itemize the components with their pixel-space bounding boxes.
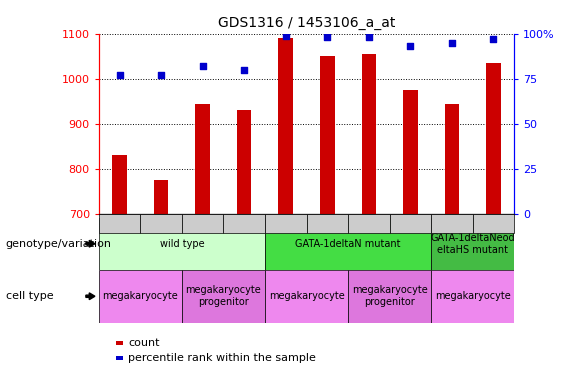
Text: genotype/variation: genotype/variation xyxy=(6,239,112,249)
Bar xyxy=(265,270,348,322)
Text: megakaryocyte: megakaryocyte xyxy=(102,291,179,301)
Point xyxy=(406,44,415,50)
Bar xyxy=(99,217,265,270)
Point xyxy=(364,34,373,40)
Text: percentile rank within the sample: percentile rank within the sample xyxy=(128,353,316,363)
Point xyxy=(240,67,249,73)
Text: megakaryocyte
progenitor: megakaryocyte progenitor xyxy=(185,285,262,307)
Bar xyxy=(486,63,501,214)
Bar xyxy=(431,270,514,322)
Bar xyxy=(362,54,376,214)
Bar xyxy=(445,104,459,214)
Title: GDS1316 / 1453106_a_at: GDS1316 / 1453106_a_at xyxy=(218,16,395,30)
Bar xyxy=(403,90,418,214)
Text: GATA-1deltaNeod
eltaHS mutant: GATA-1deltaNeod eltaHS mutant xyxy=(431,233,515,255)
Point xyxy=(157,72,166,78)
Bar xyxy=(320,56,334,214)
Bar xyxy=(112,155,127,214)
Bar xyxy=(348,270,431,322)
Text: GATA-1deltaN mutant: GATA-1deltaN mutant xyxy=(295,239,401,249)
Point xyxy=(489,36,498,42)
Text: count: count xyxy=(128,338,160,348)
Point xyxy=(447,40,457,46)
Bar xyxy=(154,180,168,214)
Text: megakaryocyte: megakaryocyte xyxy=(268,291,345,301)
Bar xyxy=(431,217,514,270)
Bar xyxy=(99,270,182,322)
Point xyxy=(281,33,290,39)
Bar xyxy=(279,38,293,214)
Point xyxy=(115,72,124,78)
Bar xyxy=(265,217,431,270)
Point xyxy=(323,34,332,40)
Text: megakaryocyte
progenitor: megakaryocyte progenitor xyxy=(351,285,428,307)
Text: megakaryocyte: megakaryocyte xyxy=(434,291,511,301)
Text: cell type: cell type xyxy=(6,291,53,301)
Text: wild type: wild type xyxy=(160,239,204,249)
Bar xyxy=(195,104,210,214)
Point xyxy=(198,63,207,69)
Bar xyxy=(237,110,251,214)
Bar xyxy=(182,270,265,322)
